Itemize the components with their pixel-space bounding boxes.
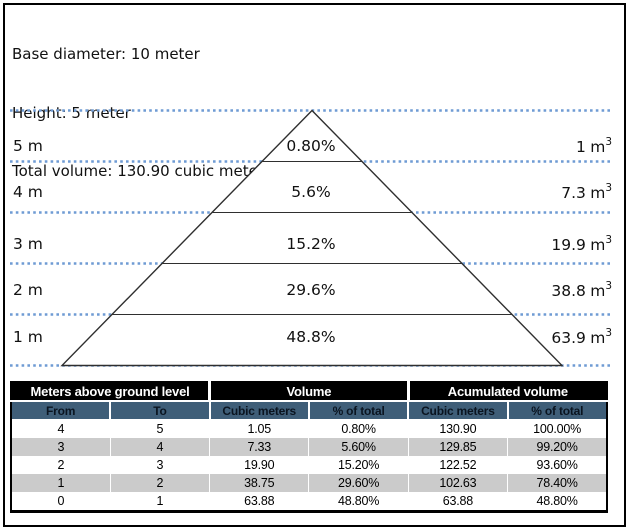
cone-diagram: [10, 109, 612, 367]
level-row-4m: 4 m 5.6% 7.3 m3: [10, 181, 612, 204]
table-row: 3 4 7.33 5.60% 129.85 99.20%: [11, 438, 607, 456]
cell-acum-m3: 129.85: [407, 438, 508, 456]
level-row-5m: 5 m 0.80% 1 m3: [10, 135, 612, 158]
group-header-meters: Meters above ground level: [11, 382, 210, 402]
group-header-acumulated: Acumulated volume: [406, 382, 607, 402]
cell-volume-pct: 15.20%: [308, 456, 409, 474]
volume-label: 19.9 m3: [551, 233, 612, 254]
figure-header: Base diameter: 10 meter Height: 5 meter …: [12, 6, 264, 221]
table-row: 2 3 19.90 15.20% 122.52 93.60%: [11, 456, 607, 474]
height-label: 2 m: [13, 280, 43, 299]
cell-from: 3: [11, 438, 111, 456]
cell-volume-m3: 63.88: [209, 492, 309, 512]
group-header-row: Meters above ground level Volume Acumula…: [11, 382, 607, 402]
col-header-acum-cubic-meters: Cubic meters: [407, 401, 508, 420]
volume-table: Meters above ground level Volume Acumula…: [10, 381, 608, 513]
cell-volume-m3: 7.33: [209, 438, 309, 456]
cell-volume-m3: 1.05: [209, 419, 309, 438]
cell-acum-pct: 78.40%: [507, 474, 607, 492]
table-row: 0 1 63.88 48.80% 63.88 48.80%: [11, 492, 607, 512]
cell-to: 2: [109, 474, 210, 492]
cell-acum-m3: 102.63: [407, 474, 508, 492]
cell-volume-pct: 0.80%: [308, 419, 409, 438]
height-label: 1 m: [13, 327, 43, 346]
table-row: 4 5 1.05 0.80% 130.90 100.00%: [11, 419, 607, 438]
cell-acum-m3: 63.88: [407, 492, 508, 512]
volume-label: 63.9 m3: [551, 326, 612, 347]
cell-from: 2: [57, 458, 65, 472]
cell-to: 3: [109, 456, 210, 474]
percent-label: 48.8%: [286, 327, 336, 346]
cell-acum-pct: 100.00%: [507, 419, 607, 438]
percent-label: 5.6%: [291, 182, 331, 201]
cone-triangle: [60, 109, 564, 367]
volume-label: 7.3 m3: [561, 181, 612, 202]
height-label: 3 m: [13, 234, 43, 253]
volume-label: 1 m3: [576, 135, 612, 156]
volume-label: 38.8 m3: [551, 279, 612, 300]
col-header-to: To: [109, 401, 210, 420]
cell-acum-m3: 130.90: [407, 419, 508, 438]
col-header-percent-of-total: % of total: [307, 401, 409, 420]
cell-from: 4: [57, 422, 65, 436]
percent-label: 0.80%: [286, 136, 336, 155]
cell-from: 0: [57, 494, 65, 508]
col-header-from: From: [11, 401, 111, 420]
cell-from: 1: [11, 474, 111, 492]
level-row-1m: 1 m 48.8% 63.9 m3: [10, 326, 612, 349]
cell-acum-pct: 48.80%: [507, 492, 607, 512]
cell-to: 4: [109, 438, 210, 456]
height-label: 5 m: [13, 136, 43, 155]
percent-label: 29.6%: [286, 280, 336, 299]
cell-acum-pct: 99.20%: [507, 438, 607, 456]
percent-label: 15.2%: [286, 234, 336, 253]
height-label: 4 m: [13, 182, 43, 201]
base-diameter-text: Base diameter: 10 meter: [12, 45, 200, 63]
cell-volume-pct: 48.80%: [308, 492, 409, 512]
col-header-cubic-meters: Cubic meters: [208, 401, 309, 420]
level-row-3m: 3 m 15.2% 19.9 m3: [10, 233, 612, 256]
height-text: Height: 5 meter: [12, 103, 131, 122]
table-row: 1 2 38.75 29.60% 102.63 78.40%: [11, 474, 607, 492]
group-header-volume: Volume: [208, 382, 409, 402]
total-volume-text: Total volume: 130.90 cubic meter: [12, 162, 265, 180]
cell-volume-m3: 19.90: [209, 456, 309, 474]
cell-acum-m3: 122.52: [407, 456, 508, 474]
cell-volume-pct: 5.60%: [308, 438, 409, 456]
cell-volume-m3: 38.75: [209, 474, 309, 492]
cell-acum-pct: 93.60%: [507, 456, 607, 474]
col-header-acum-percent-of-total: % of total: [506, 401, 607, 420]
cell-volume-pct: 29.60%: [308, 474, 409, 492]
column-header-row: From To Cubic meters % of total Cubic me…: [11, 401, 607, 420]
level-row-2m: 2 m 29.6% 38.8 m3: [10, 279, 612, 302]
cell-to: 5: [109, 419, 210, 438]
cell-to: 1: [109, 492, 210, 512]
